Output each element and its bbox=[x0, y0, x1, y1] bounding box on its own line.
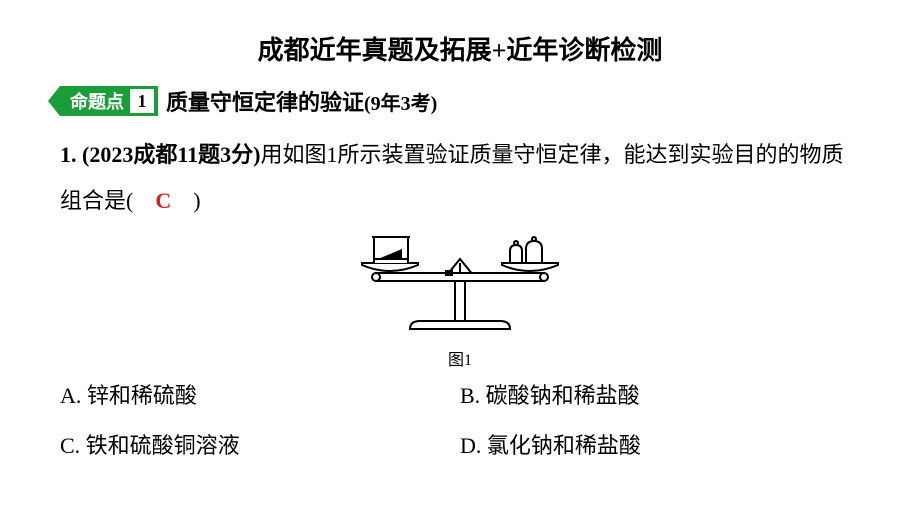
topic-meta: (9年3考) bbox=[364, 87, 437, 116]
topic-row: 命题点 1 质量守恒定律的验证 (9年3考) bbox=[60, 85, 860, 117]
option-b: B. 碳酸钠和稀盐酸 bbox=[460, 378, 860, 410]
topic-number: 1 bbox=[130, 89, 154, 113]
page-title: 成都近年真题及拓展+近年诊断检测 bbox=[60, 30, 860, 67]
question-body-2: ) bbox=[171, 188, 200, 213]
option-d: D. 氯化钠和稀盐酸 bbox=[460, 428, 860, 460]
options-grid: A. 锌和稀硫酸 B. 碳酸钠和稀盐酸 C. 铁和硫酸铜溶液 D. 氯化钠和稀盐… bbox=[60, 378, 860, 460]
figure-container: 图1 bbox=[60, 229, 860, 370]
topic-badge-label: 命题点 bbox=[70, 88, 124, 114]
option-a: A. 锌和稀硫酸 bbox=[60, 378, 460, 410]
answer-letter: C bbox=[155, 188, 171, 213]
figure-caption: 图1 bbox=[60, 346, 860, 370]
topic-badge: 命题点 1 bbox=[60, 86, 158, 116]
option-c: C. 铁和硫酸铜溶液 bbox=[60, 428, 460, 460]
question-text: 1. (2023成都11题3分)用如图1所示装置验证质量守恒定律，能达到实验目的… bbox=[60, 132, 860, 224]
balance-scale-icon bbox=[350, 229, 570, 339]
topic-title: 质量守恒定律的验证 bbox=[166, 85, 364, 117]
question-source: 1. (2023成都11题3分) bbox=[60, 142, 260, 167]
